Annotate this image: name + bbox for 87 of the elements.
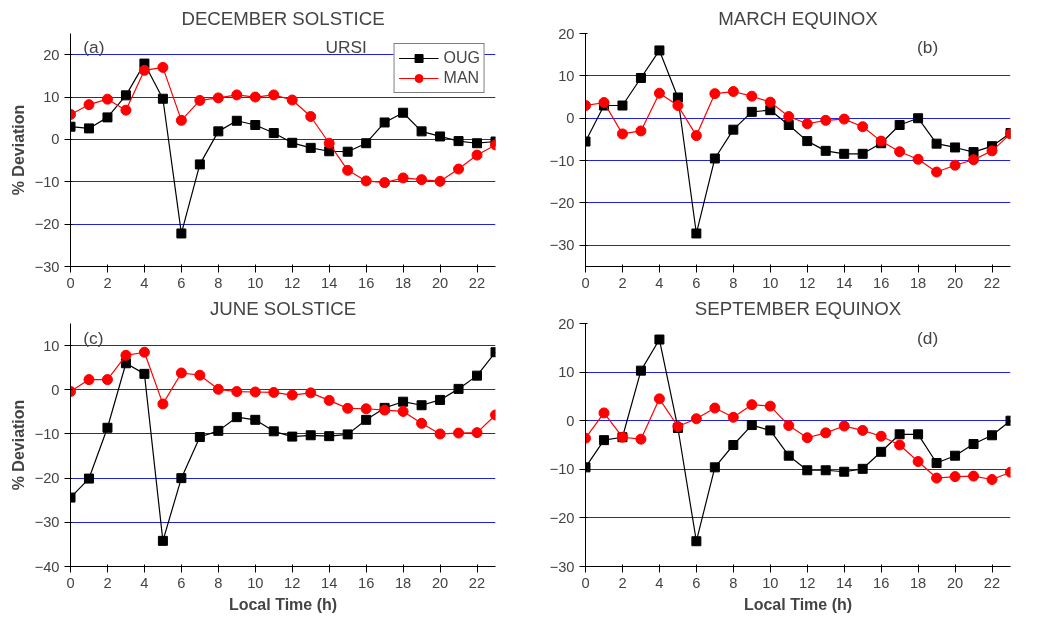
x-tick-label: 14 [836, 574, 853, 591]
x-tick-label: 12 [284, 274, 301, 291]
chart-title: DECEMBER SOLSTICE [181, 7, 385, 29]
x-tick-label: 2 [618, 274, 627, 291]
y-tick-label: 10 [43, 337, 60, 354]
x-tick-label: 18 [909, 574, 927, 591]
x-tick-label: 16 [873, 574, 890, 591]
y-tick-label: 10 [558, 364, 575, 381]
y-tick-label: −20 [549, 509, 575, 526]
x-tick-label: 20 [431, 574, 449, 591]
x-tick-label: 18 [394, 274, 412, 291]
y-tick-label: −30 [34, 258, 60, 275]
x-tick-label: 12 [799, 574, 816, 591]
x-tick-label: 6 [177, 274, 186, 291]
x-tick-label: 12 [799, 274, 816, 291]
y-tick-label: 0 [566, 412, 575, 429]
x-tick-label: 6 [177, 574, 186, 591]
y-tick-label: −20 [34, 216, 60, 233]
y-tick-label: −30 [549, 237, 575, 254]
x-tick-label: 14 [321, 274, 338, 291]
x-tick-label: 0 [66, 574, 75, 591]
x-tick-label: 10 [247, 574, 264, 591]
x-tick-label: 20 [946, 574, 964, 591]
x-tick-label: 4 [655, 274, 664, 291]
annotation: (c) [83, 327, 104, 348]
x-tick-label: 16 [358, 574, 375, 591]
y-axis-title: % Deviation [9, 399, 27, 491]
x-tick-label: 16 [358, 274, 375, 291]
y-tick-label: 20 [558, 315, 575, 332]
legend-label: MAN [443, 69, 480, 87]
y-tick-label: −10 [34, 425, 60, 442]
legend-label: OUG [443, 49, 480, 67]
annotation: (a) [83, 36, 105, 57]
x-tick-label: 8 [729, 274, 738, 291]
x-tick-label: 14 [836, 274, 853, 291]
x-tick-label: 10 [247, 274, 264, 291]
chart-title: SEPTEMBER EQUINOX [694, 297, 902, 319]
y-tick-label: 0 [51, 381, 60, 398]
x-tick-label: 8 [214, 274, 223, 291]
x-tick-label: 22 [983, 574, 1001, 591]
x-axis-title: Local Time (h) [228, 595, 338, 613]
y-tick-label: 10 [558, 67, 575, 84]
y-tick-label: 10 [43, 89, 60, 106]
x-tick-label: 18 [394, 574, 412, 591]
y-tick-label: 0 [51, 131, 60, 148]
x-tick-label: 4 [140, 274, 149, 291]
x-tick-label: 4 [655, 574, 664, 591]
y-tick-label: −30 [549, 558, 575, 575]
y-tick-label: −20 [34, 470, 60, 487]
chart-title: MARCH EQUINOX [718, 7, 879, 29]
y-tick-label: −20 [549, 194, 575, 211]
y-tick-label: 20 [43, 46, 60, 63]
x-tick-label: 20 [431, 274, 449, 291]
annotation: (b) [917, 36, 939, 57]
x-tick-label: 0 [581, 274, 590, 291]
x-tick-label: 0 [66, 274, 75, 291]
annotation: (d) [917, 327, 939, 348]
x-tick-label: 22 [468, 574, 486, 591]
x-tick-label: 8 [729, 574, 738, 591]
y-tick-label: −10 [549, 152, 575, 169]
x-tick-label: 10 [762, 274, 779, 291]
x-tick-label: 2 [103, 574, 112, 591]
x-tick-label: 10 [762, 574, 779, 591]
x-tick-label: 2 [103, 274, 112, 291]
chart-title: JUNE SOLSTICE [209, 297, 357, 319]
x-tick-label: 8 [214, 574, 223, 591]
x-tick-label: 14 [321, 574, 338, 591]
annotation: URSI [325, 36, 367, 57]
x-tick-label: 6 [692, 274, 701, 291]
x-axis-title: Local Time (h) [743, 595, 853, 613]
y-tick-label: −10 [34, 173, 60, 190]
x-tick-label: 20 [946, 274, 964, 291]
y-tick-label: −10 [549, 461, 575, 478]
y-tick-label: 0 [566, 110, 575, 127]
y-tick-label: 20 [558, 25, 575, 42]
x-tick-label: 4 [140, 574, 149, 591]
x-tick-label: 18 [909, 274, 927, 291]
x-tick-label: 2 [618, 574, 627, 591]
x-tick-label: 16 [873, 274, 890, 291]
x-tick-label: 12 [284, 574, 301, 591]
y-tick-label: −30 [34, 514, 60, 531]
x-tick-label: 22 [983, 274, 1001, 291]
x-tick-label: 22 [468, 274, 486, 291]
y-axis-title: % Deviation [9, 104, 27, 196]
x-tick-label: 0 [581, 574, 590, 591]
y-tick-label: −40 [34, 558, 60, 575]
x-tick-label: 6 [692, 574, 701, 591]
